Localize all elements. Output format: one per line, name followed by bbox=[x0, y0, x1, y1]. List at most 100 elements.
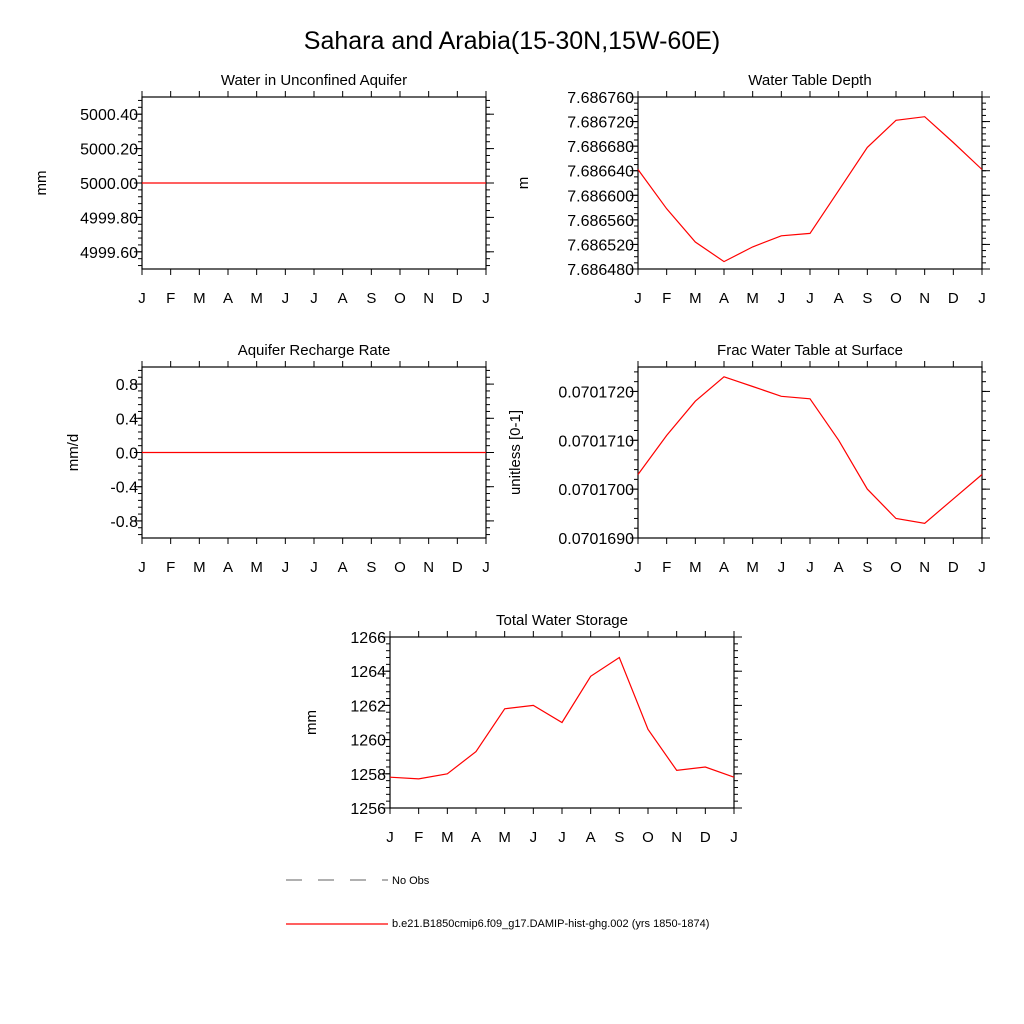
panel-title: Aquifer Recharge Rate bbox=[238, 342, 391, 359]
x-tick-label: J bbox=[138, 559, 146, 576]
x-tick-label: A bbox=[338, 290, 348, 307]
x-tick-label: A bbox=[223, 290, 233, 307]
x-tick-label: A bbox=[586, 829, 596, 846]
x-tick-label: O bbox=[394, 290, 406, 307]
y-axis-label: unitless [0-1] bbox=[507, 410, 524, 495]
x-tick-label: S bbox=[862, 290, 872, 307]
x-tick-label: J bbox=[530, 829, 538, 846]
x-tick-label: F bbox=[414, 829, 423, 846]
x-tick-label: D bbox=[948, 290, 959, 307]
y-axis-label: mm/d bbox=[65, 434, 82, 472]
y-tick-label: 0.8 bbox=[116, 377, 138, 394]
x-tick-label: J bbox=[386, 829, 394, 846]
series-line-model bbox=[637, 116, 983, 263]
x-tick-label: A bbox=[719, 559, 729, 576]
series-line-model bbox=[637, 376, 983, 524]
panel-frac-water-table: Frac Water Table at Surface unitless [0-1… bbox=[507, 342, 990, 576]
y-tick-label: 1258 bbox=[350, 767, 386, 784]
plot-frame bbox=[637, 366, 983, 539]
y-tick-label: 0.0701710 bbox=[558, 433, 634, 450]
y-tick-label: 7.686520 bbox=[567, 237, 634, 254]
x-tick-label: A bbox=[719, 290, 729, 307]
y-tick-label: 5000.00 bbox=[80, 176, 138, 193]
y-tick-label: 1260 bbox=[350, 733, 386, 750]
y-tick-label: 5000.40 bbox=[80, 107, 138, 124]
y-axis-label: mm bbox=[303, 710, 320, 735]
y-tick-label: -0.8 bbox=[110, 514, 138, 531]
x-tick-label: J bbox=[482, 290, 490, 307]
x-tick-label: A bbox=[471, 829, 481, 846]
x-tick-label: J bbox=[558, 829, 566, 846]
x-tick-label: M bbox=[250, 559, 263, 576]
y-tick-label: 0.4 bbox=[116, 411, 138, 428]
y-tick-label: 7.686640 bbox=[567, 164, 634, 181]
x-tick-label: O bbox=[890, 290, 902, 307]
y-tick-label: 1262 bbox=[350, 698, 386, 715]
x-tick-label: J bbox=[138, 290, 146, 307]
x-tick-label: M bbox=[250, 290, 263, 307]
x-tick-label: J bbox=[634, 559, 642, 576]
x-tick-label: M bbox=[746, 559, 759, 576]
x-tick-label: J bbox=[282, 559, 290, 576]
x-tick-label: N bbox=[423, 559, 434, 576]
y-tick-label: 5000.20 bbox=[80, 142, 138, 159]
x-tick-label: M bbox=[689, 290, 702, 307]
legend: No Obs b.e21.B1850cmip6.f09_g17.DAMIP-hi… bbox=[286, 875, 709, 930]
x-tick-label: M bbox=[746, 290, 759, 307]
x-tick-label: D bbox=[452, 290, 463, 307]
x-tick-label: S bbox=[366, 290, 376, 307]
y-tick-label: 0.0701690 bbox=[558, 531, 634, 548]
x-tick-label: F bbox=[662, 290, 671, 307]
y-tick-label: 7.686720 bbox=[567, 115, 634, 132]
x-tick-label: A bbox=[834, 290, 844, 307]
x-tick-label: S bbox=[614, 829, 624, 846]
x-tick-label: O bbox=[642, 829, 654, 846]
x-tick-label: J bbox=[806, 290, 814, 307]
x-tick-label: A bbox=[338, 559, 348, 576]
y-axis-label: m bbox=[515, 177, 532, 190]
x-tick-label: J bbox=[778, 290, 786, 307]
y-tick-label: -0.4 bbox=[110, 480, 138, 497]
x-tick-label: M bbox=[193, 290, 206, 307]
x-tick-label: F bbox=[662, 559, 671, 576]
y-tick-label: 7.686480 bbox=[567, 262, 634, 279]
series-line-model bbox=[389, 656, 735, 780]
x-tick-label: J bbox=[806, 559, 814, 576]
x-tick-label: J bbox=[310, 559, 318, 576]
x-tick-label: M bbox=[498, 829, 511, 846]
y-tick-label: 7.686600 bbox=[567, 188, 634, 205]
panel-title: Water Table Depth bbox=[748, 72, 871, 89]
y-tick-label: 4999.60 bbox=[80, 245, 138, 262]
x-tick-label: F bbox=[166, 290, 175, 307]
x-tick-label: M bbox=[193, 559, 206, 576]
panel-title: Frac Water Table at Surface bbox=[717, 342, 903, 359]
y-tick-label: 0.0701700 bbox=[558, 482, 634, 499]
y-tick-label: 7.686560 bbox=[567, 213, 634, 230]
x-tick-label: J bbox=[730, 829, 738, 846]
x-tick-label: N bbox=[423, 290, 434, 307]
x-tick-label: M bbox=[689, 559, 702, 576]
x-tick-label: D bbox=[700, 829, 711, 846]
legend-model-label: b.e21.B1850cmip6.f09_g17.DAMIP-hist-ghg.… bbox=[392, 918, 709, 930]
y-tick-label: 1256 bbox=[350, 801, 386, 818]
legend-obs-label: No Obs bbox=[392, 875, 430, 887]
y-tick-label: 1264 bbox=[350, 664, 386, 681]
x-tick-label: J bbox=[482, 559, 490, 576]
x-tick-label: S bbox=[366, 559, 376, 576]
y-tick-label: 4999.80 bbox=[80, 210, 138, 227]
x-tick-label: A bbox=[834, 559, 844, 576]
y-tick-label: 0.0 bbox=[116, 446, 138, 463]
x-tick-label: O bbox=[890, 559, 902, 576]
x-tick-label: A bbox=[223, 559, 233, 576]
x-tick-label: N bbox=[919, 290, 930, 307]
y-tick-label: 7.686760 bbox=[567, 90, 634, 107]
x-tick-label: D bbox=[452, 559, 463, 576]
y-axis-label: mm bbox=[33, 171, 50, 196]
plot-frame bbox=[637, 96, 983, 270]
